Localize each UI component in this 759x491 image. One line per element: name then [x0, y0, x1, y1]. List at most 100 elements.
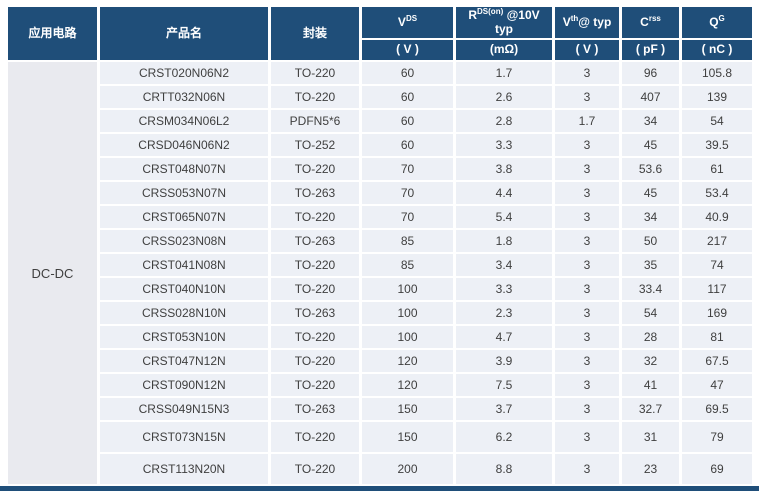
package: TO-220	[271, 454, 359, 484]
vds-value: 60	[362, 86, 453, 108]
qg-value: 61	[682, 158, 752, 180]
package: TO-263	[271, 230, 359, 252]
vth-value: 3	[555, 254, 619, 276]
rds-value: 2.8	[456, 110, 552, 132]
vds-label: VDS	[397, 13, 418, 29]
qg-value: 105.8	[682, 62, 752, 84]
crss-value: 45	[622, 182, 679, 204]
package: TO-252	[271, 134, 359, 156]
vds-value: 100	[362, 278, 453, 300]
product-name: CRSS028N10N	[100, 302, 268, 324]
crss-value: 41	[622, 374, 679, 396]
crss-value: 32.7	[622, 398, 679, 420]
rds-value: 2.3	[456, 302, 552, 324]
vth-value: 3	[555, 302, 619, 324]
product-name: CRST020N06N2	[100, 62, 268, 84]
vds-value: 60	[362, 62, 453, 84]
rds-value: 4.7	[456, 326, 552, 348]
vth-value: 3	[555, 134, 619, 156]
product-name: CRST048N07N	[100, 158, 268, 180]
product-name: CRST047N12N	[100, 350, 268, 372]
vds-value: 85	[362, 230, 453, 252]
qg-value: 74	[682, 254, 752, 276]
crss-value: 31	[622, 422, 679, 452]
product-name: CRSS053N07N	[100, 182, 268, 204]
rds-value: 2.6	[456, 86, 552, 108]
vds-value: 150	[362, 398, 453, 420]
unit-crss: ( pF )	[622, 40, 679, 60]
crss-value: 34	[622, 206, 679, 228]
vth-value: 3	[555, 230, 619, 252]
rds-value: 3.3	[456, 134, 552, 156]
product-name: CRST113N20N	[100, 454, 268, 484]
rds-value: 8.8	[456, 454, 552, 484]
qg-value: 53.4	[682, 182, 752, 204]
crss-value: 50	[622, 230, 679, 252]
footer-accent-bar	[0, 486, 759, 491]
vds-value: 60	[362, 110, 453, 132]
application-group-cell: DC-DC	[8, 62, 97, 484]
vth-value: 3	[555, 454, 619, 484]
package: TO-220	[271, 86, 359, 108]
unit-rds: (mΩ)	[456, 40, 552, 60]
product-spec-table: 应用电路 产品名 封装 VDS RDS(on) @10V typ Vth@ ty…	[8, 7, 752, 484]
qg-value: 217	[682, 230, 752, 252]
rds-value: 3.4	[456, 254, 552, 276]
qg-value: 169	[682, 302, 752, 324]
rds-value: 4.4	[456, 182, 552, 204]
qg-value: 54	[682, 110, 752, 132]
crss-value: 28	[622, 326, 679, 348]
product-name: CRST053N10N	[100, 326, 268, 348]
col-header-product: 产品名	[100, 7, 268, 60]
vth-value: 3	[555, 158, 619, 180]
vth-value: 3	[555, 206, 619, 228]
unit-vds: ( V )	[362, 40, 453, 60]
vth-value: 3	[555, 62, 619, 84]
crss-value: 34	[622, 110, 679, 132]
rds-value: 5.4	[456, 206, 552, 228]
vds-value: 60	[362, 134, 453, 156]
product-name: CRST073N15N	[100, 422, 268, 452]
product-name: CRST065N07N	[100, 206, 268, 228]
crss-value: 96	[622, 62, 679, 84]
qg-value: 67.5	[682, 350, 752, 372]
product-name: CRST090N12N	[100, 374, 268, 396]
qg-value: 79	[682, 422, 752, 452]
col-header-crss: Crss	[622, 7, 679, 38]
product-name: CRST040N10N	[100, 278, 268, 300]
package: TO-220	[271, 374, 359, 396]
crss-value: 35	[622, 254, 679, 276]
package: TO-220	[271, 422, 359, 452]
rds-value: 3.7	[456, 398, 552, 420]
col-header-vth: Vth@ typ	[555, 7, 619, 38]
qg-value: 40.9	[682, 206, 752, 228]
vth-value: 3	[555, 374, 619, 396]
package: TO-263	[271, 182, 359, 204]
vds-value: 85	[362, 254, 453, 276]
package: TO-220	[271, 278, 359, 300]
col-header-qg: QG	[682, 7, 752, 38]
product-name: CRSS049N15N3	[100, 398, 268, 420]
qg-value: 39.5	[682, 134, 752, 156]
vds-value: 70	[362, 206, 453, 228]
col-header-rds-on: RDS(on) @10V typ	[456, 7, 552, 38]
crss-label: Crss	[640, 13, 661, 29]
rds-value: 1.8	[456, 230, 552, 252]
crss-value: 33.4	[622, 278, 679, 300]
product-name: CRSS023N08N	[100, 230, 268, 252]
qg-value: 81	[682, 326, 752, 348]
crss-value: 45	[622, 134, 679, 156]
vth-value: 3	[555, 86, 619, 108]
package: TO-220	[271, 350, 359, 372]
vds-value: 120	[362, 350, 453, 372]
qg-value: 47	[682, 374, 752, 396]
vds-value: 120	[362, 374, 453, 396]
package: TO-220	[271, 254, 359, 276]
product-name: CRTT032N06N	[100, 86, 268, 108]
vds-value: 100	[362, 326, 453, 348]
vds-value: 70	[362, 182, 453, 204]
vth-value: 1.7	[555, 110, 619, 132]
package: TO-220	[271, 326, 359, 348]
vth-value: 3	[555, 350, 619, 372]
